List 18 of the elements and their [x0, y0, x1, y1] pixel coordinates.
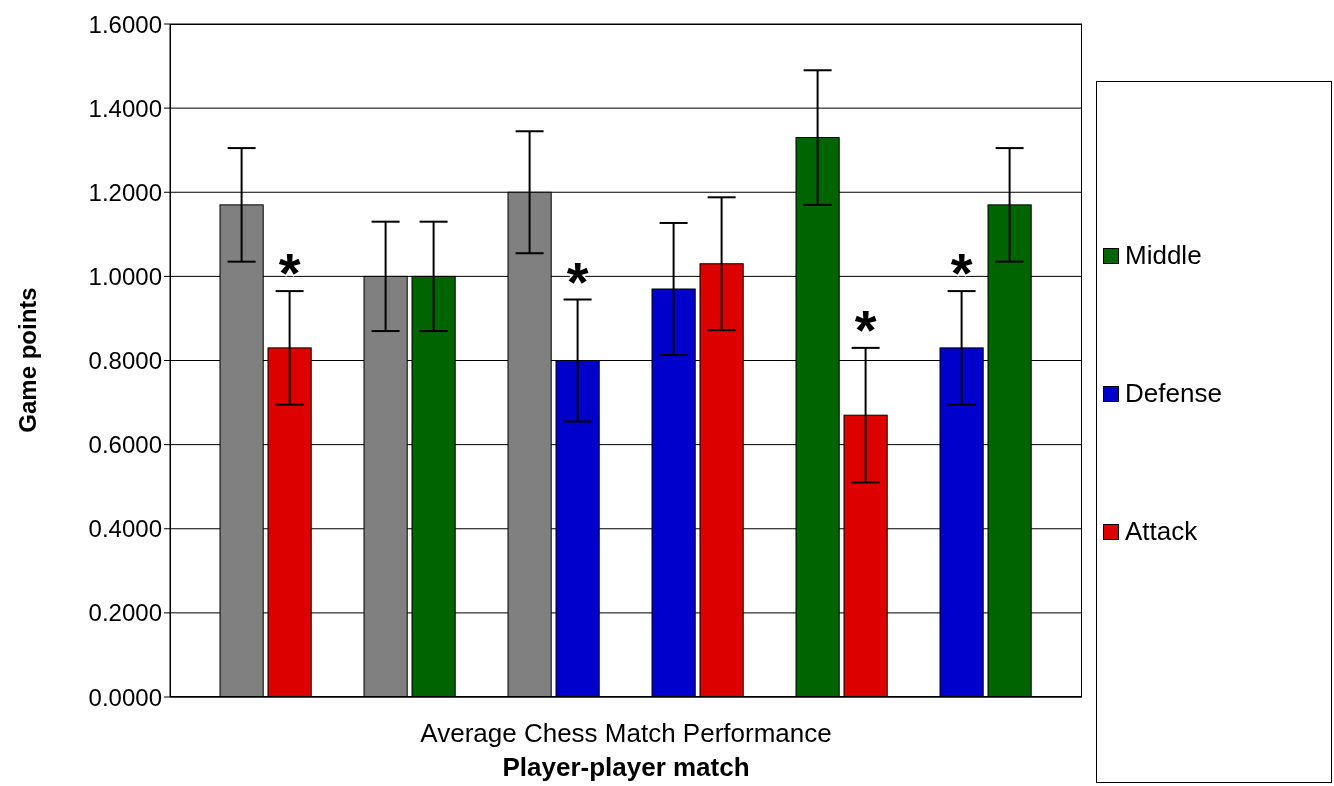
- y-tick-label: 0.0000: [88, 683, 162, 711]
- y-tick-label: 1.0000: [88, 262, 162, 290]
- y-tick-label: 0.4000: [88, 515, 162, 543]
- y-tick-label: 0.2000: [88, 599, 162, 627]
- legend-label: Defense: [1125, 378, 1222, 409]
- y-tick-label: 1.6000: [88, 10, 162, 38]
- data-label: *: [854, 297, 877, 361]
- y-tick-label: 1.2000: [88, 178, 162, 206]
- data-label: *: [950, 241, 973, 305]
- x-axis-title: Player-player match: [502, 752, 750, 783]
- y-tick-label: 1.4000: [88, 94, 162, 122]
- y-tick-label: 0.8000: [88, 347, 162, 375]
- data-label: *: [278, 241, 301, 305]
- y-axis-title: Game points: [14, 287, 42, 433]
- legend-label: Middle: [1125, 240, 1202, 271]
- text: Average Chess Match Performance: [420, 718, 832, 749]
- y-tick-label: 0.6000: [88, 431, 162, 459]
- legend-label: Attack: [1125, 516, 1198, 547]
